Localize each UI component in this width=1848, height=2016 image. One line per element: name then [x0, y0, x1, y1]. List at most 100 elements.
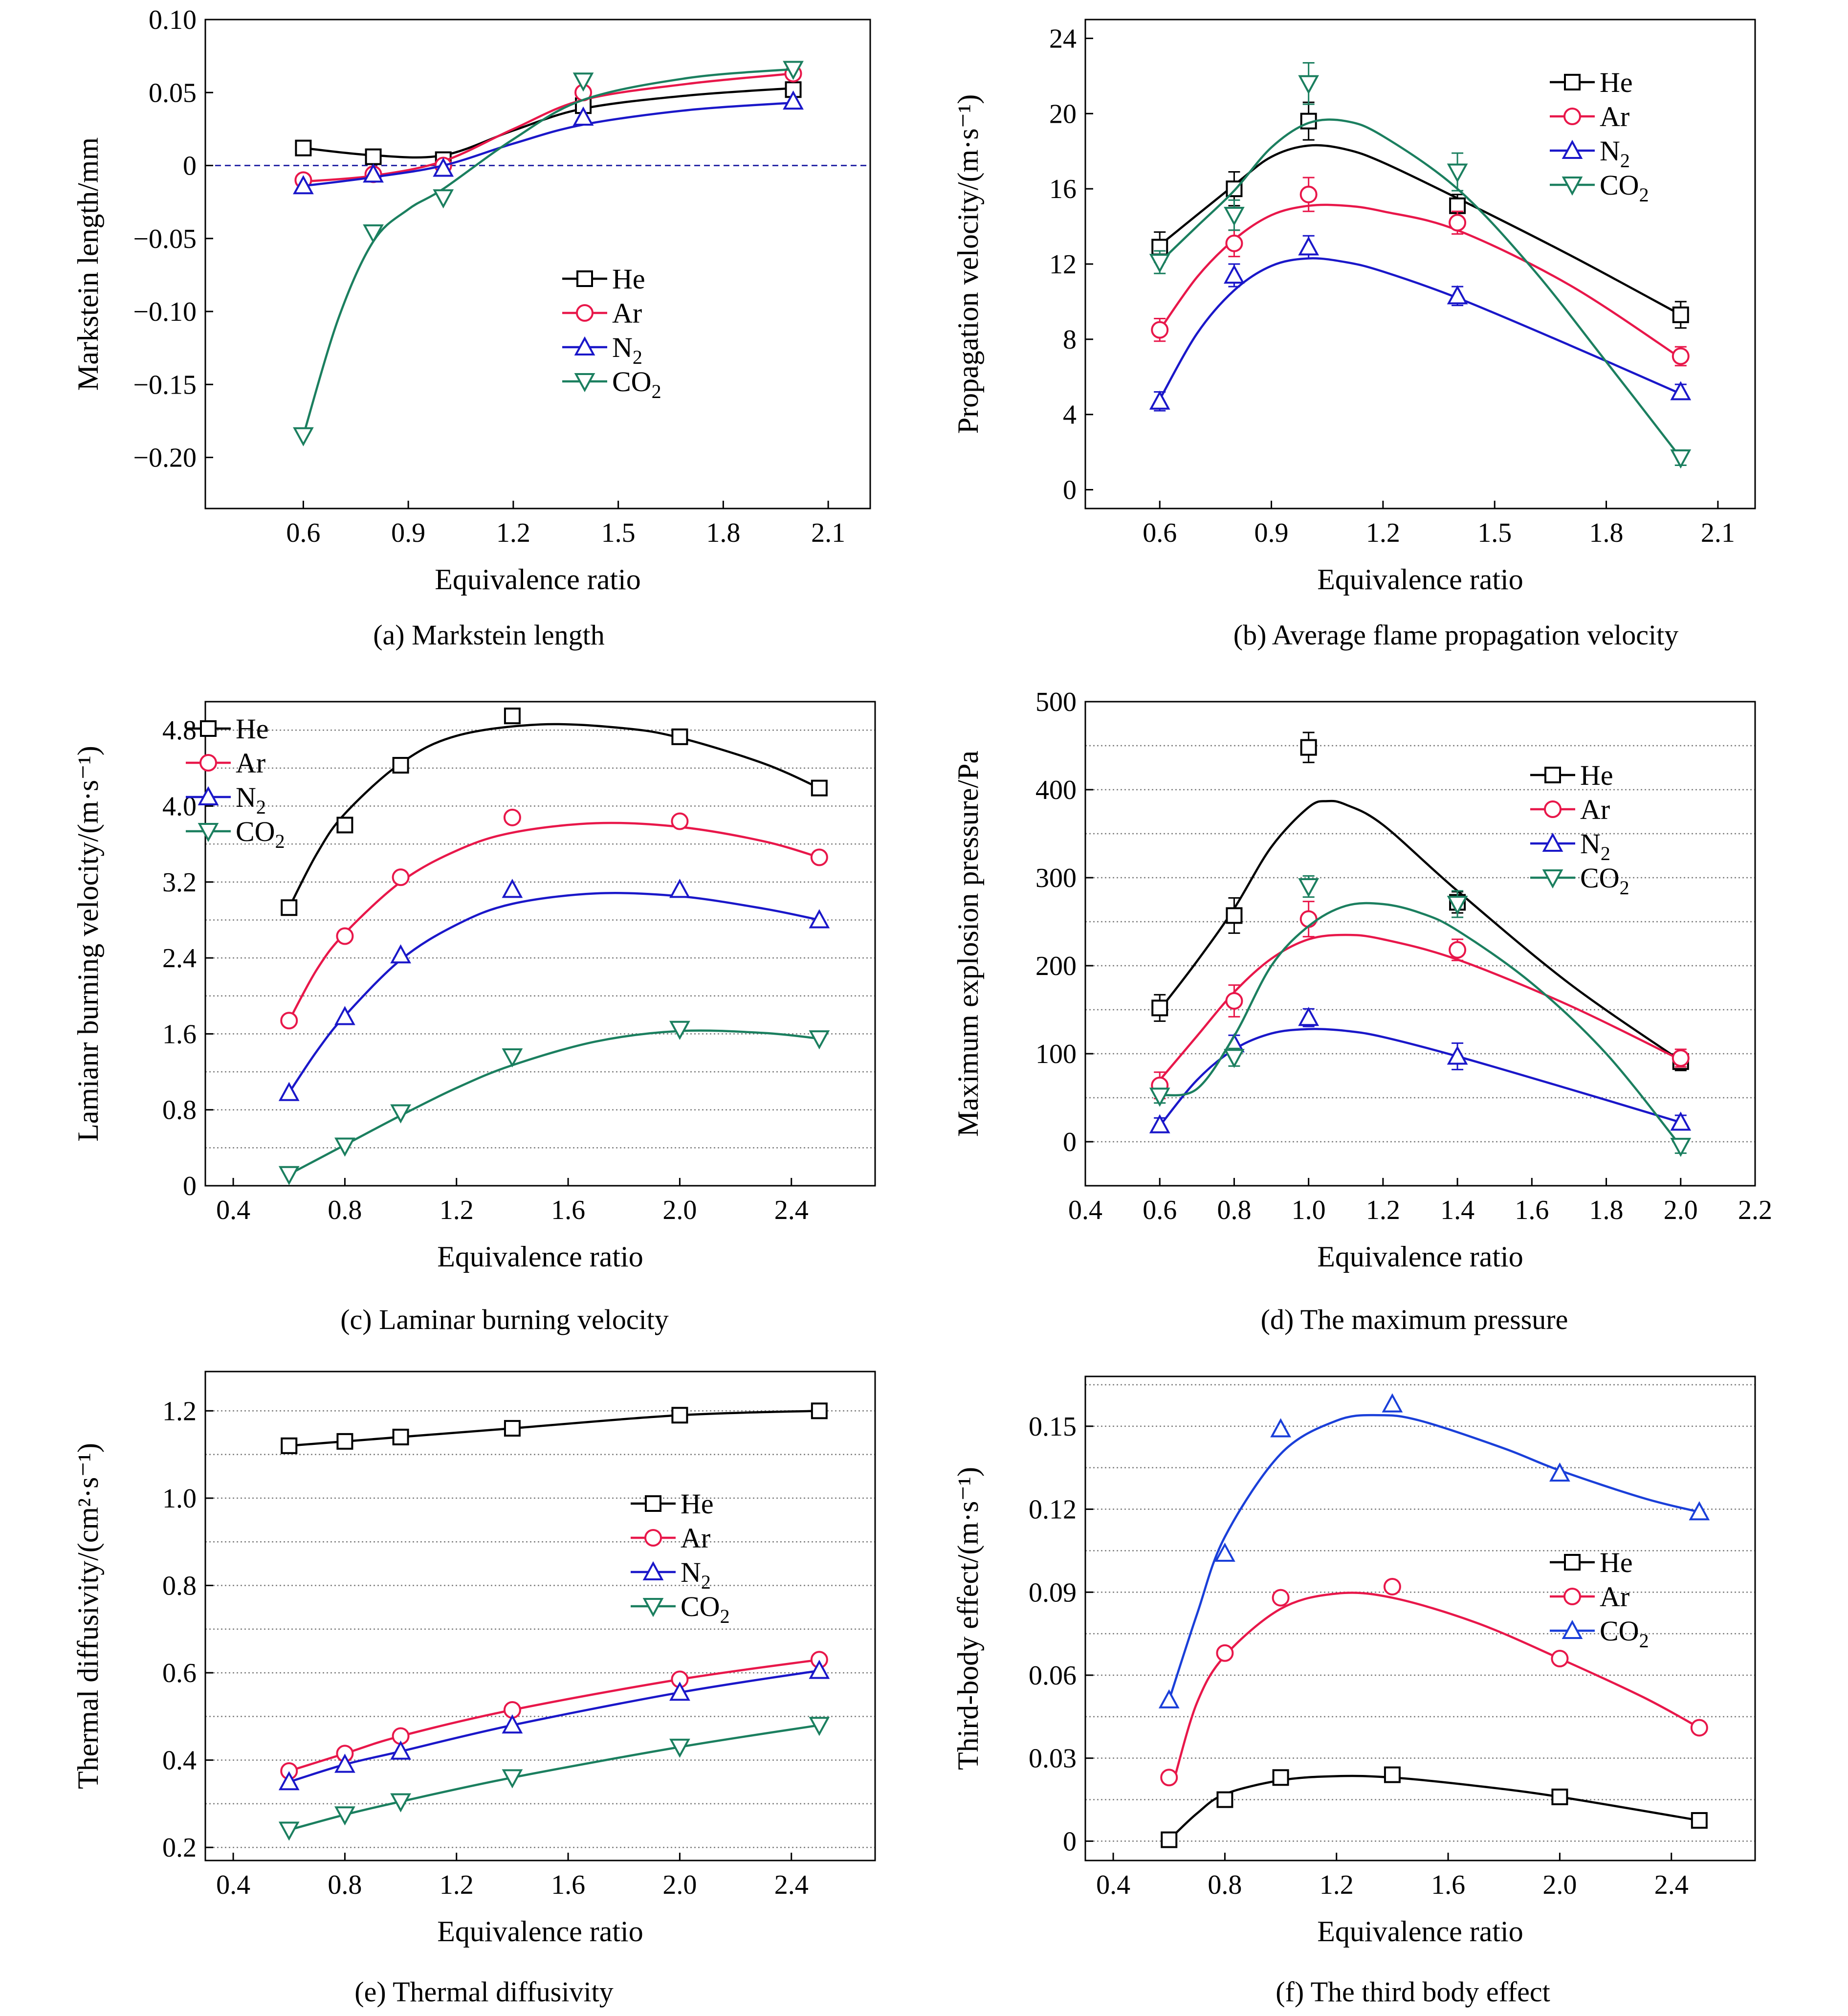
legend-item: CO2	[186, 816, 285, 852]
x-axis-label: Equivalence ratio	[437, 1915, 643, 1948]
series-line	[1159, 799, 1682, 1062]
x-tick-label: 0.4	[216, 1870, 250, 1900]
x-tick-label: 2.0	[1664, 1195, 1698, 1225]
caption-e: (e) Thermal diffusivity	[354, 1976, 614, 2008]
data-point	[503, 808, 521, 826]
legend-marker	[1562, 139, 1583, 159]
x-tick-label: 0.4	[1068, 1195, 1102, 1225]
legend-item: CO2	[1530, 862, 1629, 899]
x-tick-label: 0.9	[1254, 518, 1289, 548]
series-line	[1168, 1774, 1700, 1841]
y-tick-label: −0.05	[133, 224, 197, 254]
data-point	[1226, 907, 1243, 924]
data-point	[1384, 1766, 1401, 1783]
data-point	[1447, 163, 1468, 183]
legend-marker	[574, 336, 595, 355]
legend-label: N2	[1580, 828, 1610, 864]
series-line	[1173, 1592, 1700, 1778]
data-point	[295, 139, 312, 156]
legend-label: He	[1580, 759, 1613, 791]
x-tick-label: 1.6	[1431, 1870, 1465, 1900]
legend-item: He	[631, 1488, 714, 1520]
series-He	[281, 708, 828, 916]
data-point	[390, 1793, 411, 1813]
y-tick-label: 1.6	[162, 1019, 197, 1049]
legend-label: He	[1600, 66, 1633, 98]
data-point	[433, 189, 454, 209]
data-point	[334, 1806, 355, 1826]
data-point	[1670, 381, 1692, 400]
series-N2	[1149, 235, 1692, 412]
data-point	[336, 927, 354, 945]
data-point	[1298, 878, 1320, 898]
legend-item: He	[186, 713, 269, 745]
legend-marker	[198, 823, 219, 842]
caption-c: (c) Laminar burning velocity	[340, 1304, 669, 1335]
data-point	[1224, 207, 1245, 226]
legend-item: He	[562, 263, 645, 295]
series-line	[1159, 902, 1682, 1147]
data-point	[392, 757, 409, 774]
data-point	[392, 868, 410, 886]
x-axis: 0.6 0.9 1.2 1.5 1.8 2.1	[1143, 501, 1735, 548]
legend-marker	[574, 373, 595, 393]
data-point	[1158, 1689, 1180, 1708]
x-tick-label: 1.5	[1477, 518, 1512, 548]
y-tick-label: 1.2	[162, 1396, 197, 1426]
legend-item: N2	[186, 781, 266, 818]
grid	[205, 1410, 875, 1848]
series-CO2	[278, 1717, 830, 1841]
data-point	[1149, 390, 1170, 410]
legend-label: He	[612, 263, 645, 295]
data-point	[1149, 1087, 1170, 1107]
data-point	[1449, 941, 1467, 959]
data-point	[669, 1020, 690, 1040]
data-point	[669, 1682, 690, 1701]
legend-label: He	[236, 713, 269, 745]
y-tick-label: −0.10	[133, 297, 197, 327]
series-N2	[278, 879, 830, 1101]
data-point	[1549, 1462, 1570, 1482]
chart-d: 0.4 0.6 0.8 1.0 1.2 1.4 1.6 1.8 2.0 2.2 0 100 200 300…	[952, 687, 1772, 1273]
x-axis-label: Equivalence ratio	[1317, 1915, 1523, 1948]
series-CO2	[278, 1020, 830, 1185]
x-tick-label: 1.2	[1366, 1195, 1400, 1225]
x-tick-label: 2.4	[1654, 1870, 1689, 1900]
legend-item: CO2	[631, 1591, 730, 1627]
panel-f: 0.4 0.8 1.2 1.6 2.0 2.4 0 0.03 0.06 0.09 0.12 0.15 E…	[924, 1357, 1848, 2016]
x-tick-label: 0.6	[286, 518, 320, 548]
data-point	[1670, 1111, 1692, 1131]
data-point	[1299, 910, 1318, 928]
data-point	[669, 879, 690, 898]
y-axis: 0 4 8 12 16 20 24	[1049, 23, 1093, 506]
data-point	[783, 61, 804, 80]
data-point	[502, 1714, 523, 1734]
x-tick-label: 1.2	[1366, 518, 1400, 548]
legend-label: CO2	[1600, 1615, 1649, 1652]
data-point	[293, 175, 314, 195]
x-tick-label: 1.2	[496, 518, 530, 548]
caption-b: (b) Average flame propagation velocity	[1233, 619, 1679, 651]
legend-marker	[1563, 1588, 1581, 1605]
series-line	[288, 1724, 820, 1831]
legend-label: N2	[681, 1556, 711, 1593]
panel-c: 0.4 0.8 1.2 1.6 2.0 2.4 0 0.8 1.6 2.4 3.2 4.0 4.8 Equ…	[0, 682, 924, 1352]
x-tick-label: 1.2	[440, 1870, 474, 1900]
y-tick-label: 0.03	[1029, 1744, 1077, 1774]
data-point	[809, 1717, 830, 1736]
x-axis-label: Equivalence ratio	[435, 563, 640, 596]
data-point	[363, 163, 384, 183]
y-axis: 0 100 200 300 400 500	[1035, 687, 1093, 1157]
panel-a: 0.6 0.9 1.2 1.5 1.8 2.1 0.10 0.05 0 −0.05 −0.10 −0.…	[0, 0, 924, 670]
grid	[205, 729, 875, 1149]
y-tick-label: 0.4	[162, 1746, 197, 1776]
y-axis-label: Thermal diffusivity/(cm²·s⁻¹)	[72, 1443, 104, 1789]
x-tick-label: 0.8	[1217, 1195, 1251, 1225]
y-axis-label: Third-body effect/(m·s⁻¹)	[952, 1467, 984, 1770]
legend-label: CO2	[1600, 169, 1649, 206]
data-point	[502, 1769, 523, 1789]
series-line	[288, 821, 820, 1021]
data-point	[1272, 1589, 1290, 1607]
data-point	[1225, 234, 1243, 252]
